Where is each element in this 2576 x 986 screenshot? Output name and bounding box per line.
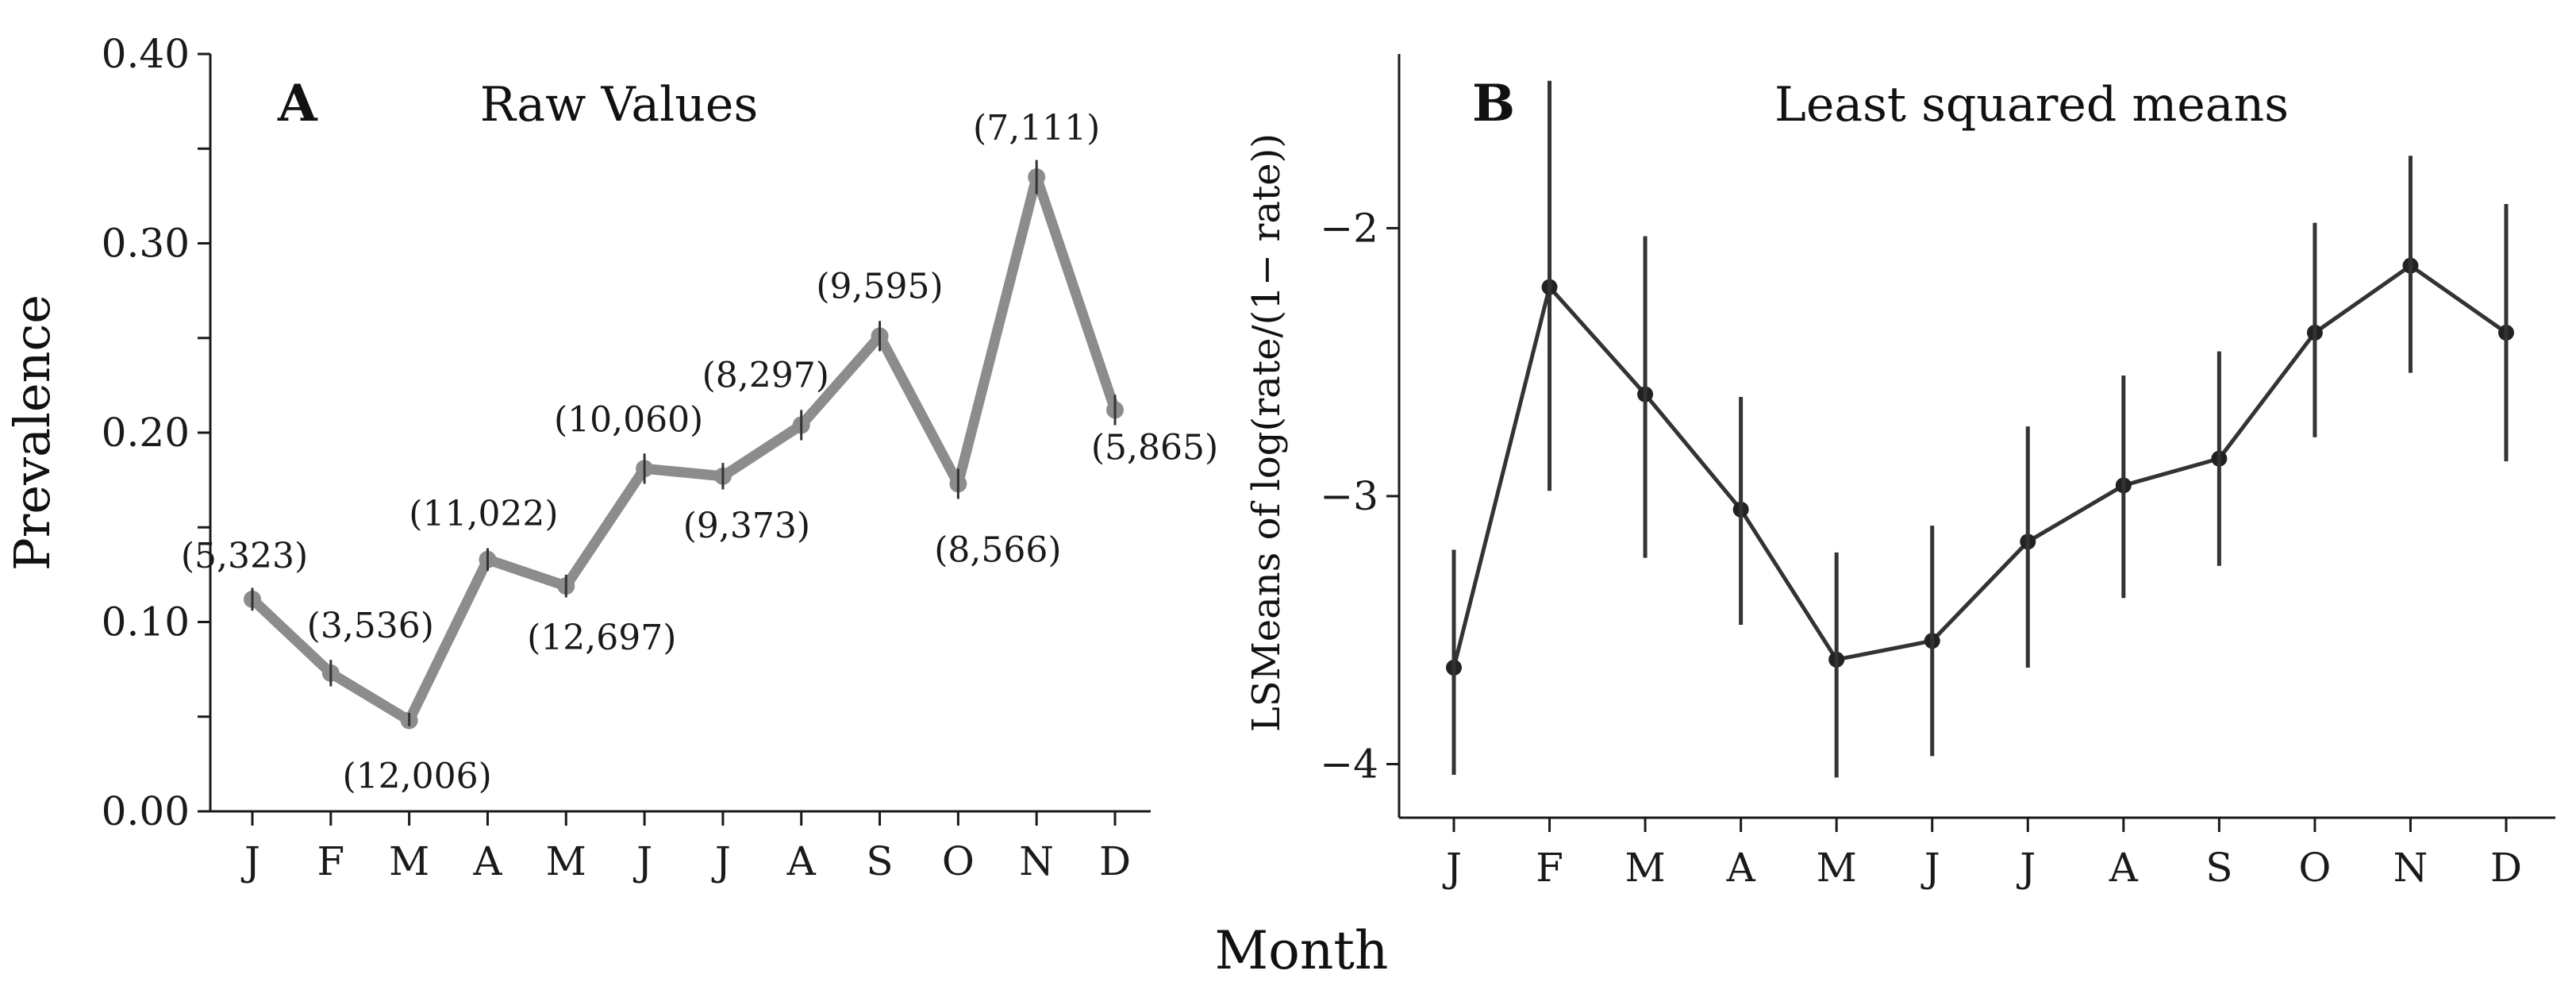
panel-a-count-label: (8,566) [934,530,1061,570]
panel-a-y-tick-label: 0.20 [102,410,190,456]
panel-a-x-tick-label: S [866,838,893,884]
panel-b-y-axis-label: LSMeans of log(rate/(1− rate)) [1244,133,1289,732]
panel-a-y-axis-label: Prevalence [3,295,61,571]
panel-a: 0.000.100.200.300.40J F M A M J J A S O N DA Raw Val… [3,31,1218,884]
panel-a-count-label: (9,373) [683,506,810,546]
panel-b-x-tick-label: N [2393,845,2428,891]
panel-b-series-line [1451,264,2509,670]
panel-a-letter: A [277,74,318,133]
panel-b-title: Least squared means [1774,77,2289,133]
panel-a-x-tick-label: F [317,838,344,884]
panel-a-count-label: (5,323) [181,536,308,576]
panel-a-series-line [247,171,1121,726]
panel-a-count-label: (12,006) [342,757,491,797]
panel-a-x-tick-label: M [389,838,429,884]
panel-b-x-tick-label: J [1920,845,1940,891]
panel-a-count-label: (10,060) [554,399,703,440]
panel-b: −4 −3 −2 J F M A M J J A S O N D B Least squared means LS… [1244,54,2555,891]
panel-b-y-tick-label: −2 [1320,205,1378,251]
panel-a-count-label: (9,595) [816,266,943,306]
panel-b-x-tick-label: F [1536,845,1563,891]
panel-b-x-tick-label: D [2490,845,2522,891]
panel-a-count-label: (12,697) [527,618,676,658]
panel-a-count-label: (3,536) [307,606,434,646]
panel-a-x-tick-label: O [942,838,975,884]
panel-a-x-tick-label: D [1099,838,1131,884]
panel-a-count-label: (8,297) [702,355,829,395]
panel-b-x-tick-label: M [1624,845,1665,891]
panel-a-x-tick-label: A [786,838,817,884]
panel-a-x-tick-label: J [711,838,731,884]
panel-b-x-tick-label: A [1726,845,1756,891]
panel-b-x-tick-label: O [2298,845,2331,891]
panel-a-x-tick-label: N [1019,838,1054,884]
panel-a-x-tick-label: J [632,838,652,884]
panel-a-title: Raw Values [480,77,758,133]
panel-a-x-tick-label: M [546,838,586,884]
panel-b-x-tick-label: M [1817,845,1857,891]
panel-b-x-tick-label: S [2205,845,2232,891]
shared-x-axis-label: Month [1215,920,1389,981]
panel-b-x-tick-label: J [1442,845,1462,891]
panel-a-x-tick-label: A [472,838,502,884]
panel-b-letter: B [1472,74,1515,133]
panel-b-y-tick-label: −3 [1320,473,1378,519]
panel-b-x-tick-label: J [2016,845,2036,891]
panel-b-x-tick-label: A [2109,845,2139,891]
panel-a-count-label: (5,865) [1091,427,1218,468]
panel-a-y-tick-label: 0.40 [102,31,190,77]
panel-a-y-tick-label: 0.00 [102,788,190,834]
panel-a-x-tick-label: J [240,838,260,884]
panel-a-count-label: (7,111) [973,108,1100,148]
panel-b-y-tick-label: −4 [1320,741,1378,787]
panel-a-y-tick-label: 0.10 [102,599,190,645]
panel-a-y-tick-label: 0.30 [102,221,190,267]
panel-a-count-label: (11,022) [409,494,558,534]
